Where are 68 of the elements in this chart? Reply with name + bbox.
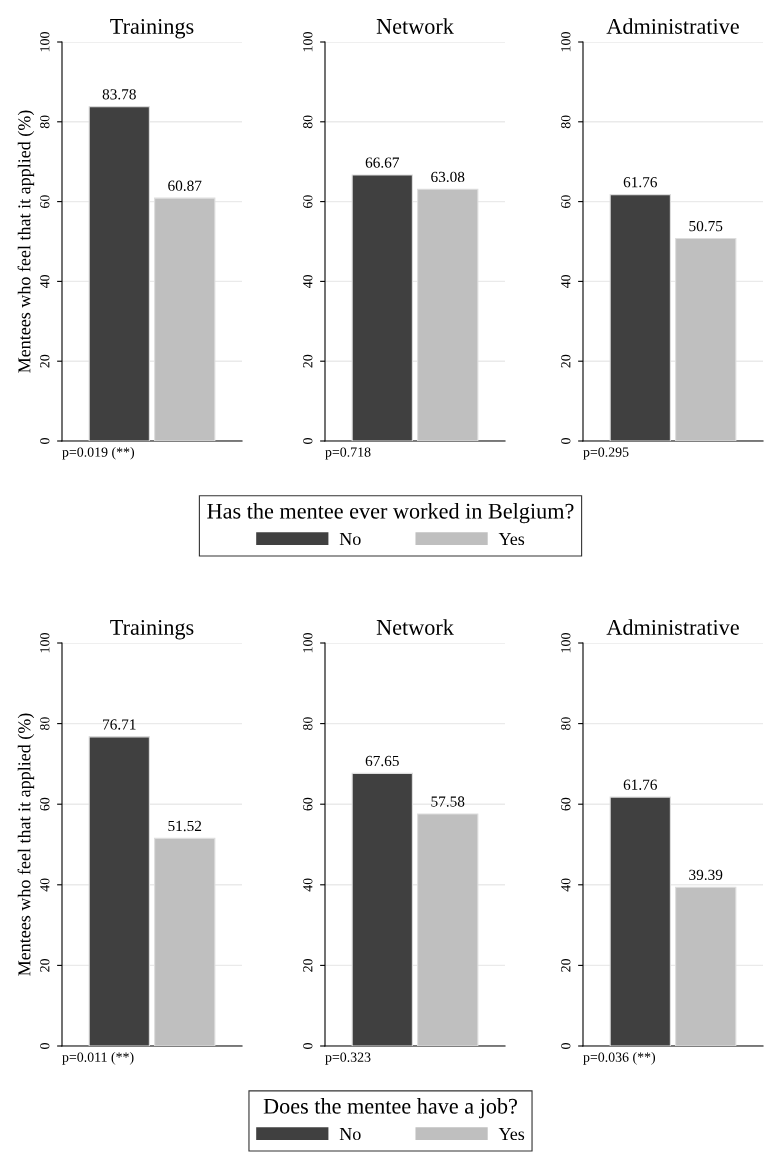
data-label: 67.65	[365, 755, 399, 767]
text: p=0.019 (**)	[62, 446, 135, 460]
y-tick-label: 20	[561, 354, 571, 368]
data-label: 61.76	[623, 177, 657, 188]
y-tick-label: 100	[303, 633, 313, 653]
y-tick-label: 100	[40, 32, 50, 52]
data-label: 61.76	[623, 779, 657, 790]
data-label: 76.71	[103, 719, 136, 730]
y-tick-label: 60	[303, 797, 313, 811]
y-axis-title: Mentees who feel that it applied (%)	[17, 110, 35, 373]
chart-title: Administrative	[606, 18, 739, 34]
y-tick-label: 60	[303, 195, 313, 208]
y-tick-label: 0	[561, 1043, 571, 1049]
y-tick-label: 80	[40, 717, 50, 731]
y-tick-label: 100	[303, 32, 313, 52]
data-label: 63.08	[431, 171, 465, 183]
y-tick-label: 80	[303, 717, 313, 731]
y-tick-label: 80	[303, 115, 313, 129]
text: p=0.718	[325, 447, 371, 460]
y-tick-label: 20	[561, 958, 571, 972]
text: p=0.011 (**)	[62, 1052, 134, 1065]
y-tick-label: 80	[40, 115, 50, 129]
chart-title: Trainings	[110, 619, 194, 640]
y-tick-label: 100	[561, 32, 571, 52]
text: p=0.323	[325, 1052, 371, 1065]
y-tick-label: 40	[303, 274, 313, 289]
legend-label: No	[339, 1128, 361, 1141]
y-tick-label: 60	[561, 797, 571, 811]
data-label: 83.78	[102, 89, 136, 100]
data-label: 66.67	[365, 157, 400, 168]
y-tick-label: 0	[561, 438, 571, 444]
y-tick-label: 20	[303, 354, 313, 368]
data-label: 60.87	[168, 180, 202, 191]
y-tick-label: 0	[40, 438, 50, 444]
data-label: 39.39	[689, 869, 723, 881]
y-tick-label: 60	[561, 195, 571, 208]
data-label: 57.58	[431, 796, 465, 807]
text: p=0.036 (**)	[583, 1052, 656, 1065]
y-axis-title: Mentees who feel that it applied (%)	[17, 713, 35, 976]
y-tick-label: 40	[561, 274, 571, 289]
chart-title: Network	[376, 18, 454, 34]
data-label: 51.52	[168, 820, 202, 832]
text: p=0.295	[583, 447, 629, 460]
legend-label: No	[339, 533, 361, 546]
y-tick-label: 40	[303, 878, 313, 892]
chart-title: Network	[376, 619, 454, 635]
y-tick-label: 100	[40, 633, 50, 653]
chart-title: Administrative	[606, 619, 739, 635]
y-tick-label: 40	[40, 274, 50, 289]
data-label: 50.75	[689, 220, 723, 232]
legend-label: Yes	[498, 533, 525, 546]
y-tick-label: 0	[303, 438, 313, 444]
y-tick-label: 0	[303, 1043, 313, 1049]
y-tick-label: 40	[40, 878, 50, 892]
y-tick-label: 60	[40, 195, 50, 208]
legend-label: Yes	[498, 1128, 525, 1141]
y-tick-label: 20	[40, 354, 50, 368]
y-tick-label: 100	[561, 633, 571, 653]
chart-title: Trainings	[110, 18, 194, 39]
y-tick-label: 20	[303, 958, 313, 972]
y-tick-label: 40	[561, 878, 571, 892]
y-tick-label: 20	[40, 958, 50, 972]
y-tick-label: 80	[561, 115, 571, 129]
y-tick-label: 60	[40, 797, 50, 811]
legend-title: Does the mentee have a job?	[263, 1098, 517, 1119]
y-tick-label: 80	[561, 717, 571, 731]
legend-title: Has the mentee ever worked in Belgium?	[207, 503, 574, 524]
y-tick-label: 0	[40, 1043, 50, 1049]
